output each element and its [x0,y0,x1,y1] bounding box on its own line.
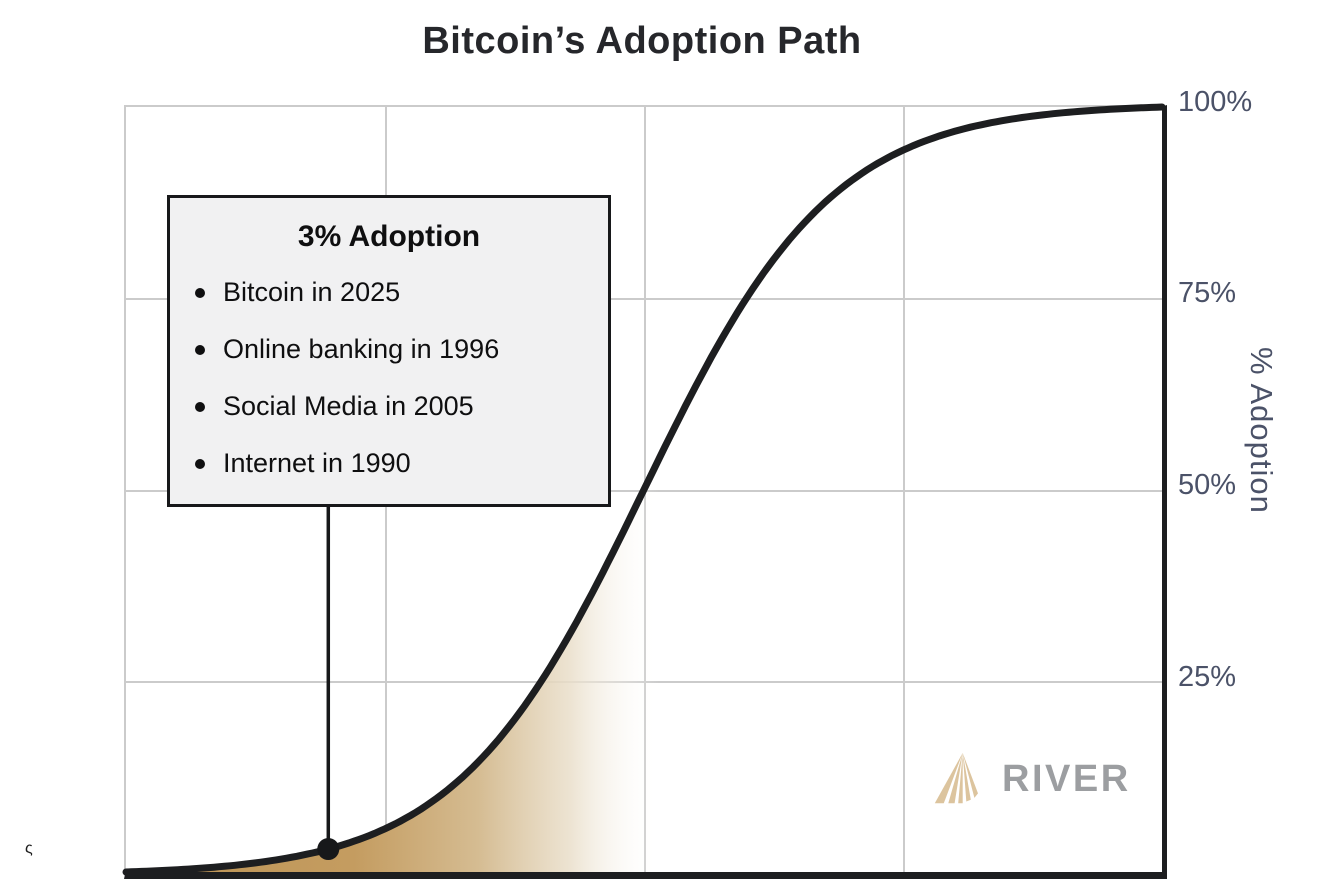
y-tick-50: 50% [1178,469,1237,501]
list-item-label: Social Media in 2005 [223,391,474,421]
list-item-label: Bitcoin in 2025 [223,277,401,307]
list-item-label: Internet in 1990 [223,448,411,478]
bullet-icon [195,402,205,412]
bullet-icon [195,345,205,355]
chart-title: Bitcoin’s Adoption Path [422,20,862,62]
y-tick-25: 25% [1178,661,1237,693]
river-fan-triangle-icon [934,752,978,804]
list-item: Social Media in 2005 [195,390,608,423]
river-logo-text: RIVER [1002,757,1131,800]
y-tick-100: 100% [1178,86,1253,118]
bullet-icon [195,459,205,469]
list-item-label: Online banking in 1996 [223,334,500,364]
list-item: Internet in 1990 [195,447,608,480]
list-item: Online banking in 1996 [195,333,608,366]
y-axis-label: % Adoption [1244,347,1279,514]
annotation-list: Bitcoin in 2025 Online banking in 1996 S… [170,276,608,480]
annotation-title: 3% Adoption [297,220,481,253]
y-tick-75: 75% [1178,277,1237,309]
plot-area: 3% Adoption Bitcoin in 2025 Online banki… [122,103,1167,879]
annotation-box: 3% Adoption Bitcoin in 2025 Online banki… [167,195,611,507]
horizontal-gridline-75pct [126,298,1162,301]
adoption-curve-svg [122,103,1166,876]
s-curve-line [122,103,1166,876]
river-logo: RIVER [933,750,1131,808]
annotation-marker-dot [317,838,340,861]
list-item: Bitcoin in 2025 [195,276,608,309]
stray-mark: ς [25,840,33,857]
bullet-icon [195,288,205,298]
